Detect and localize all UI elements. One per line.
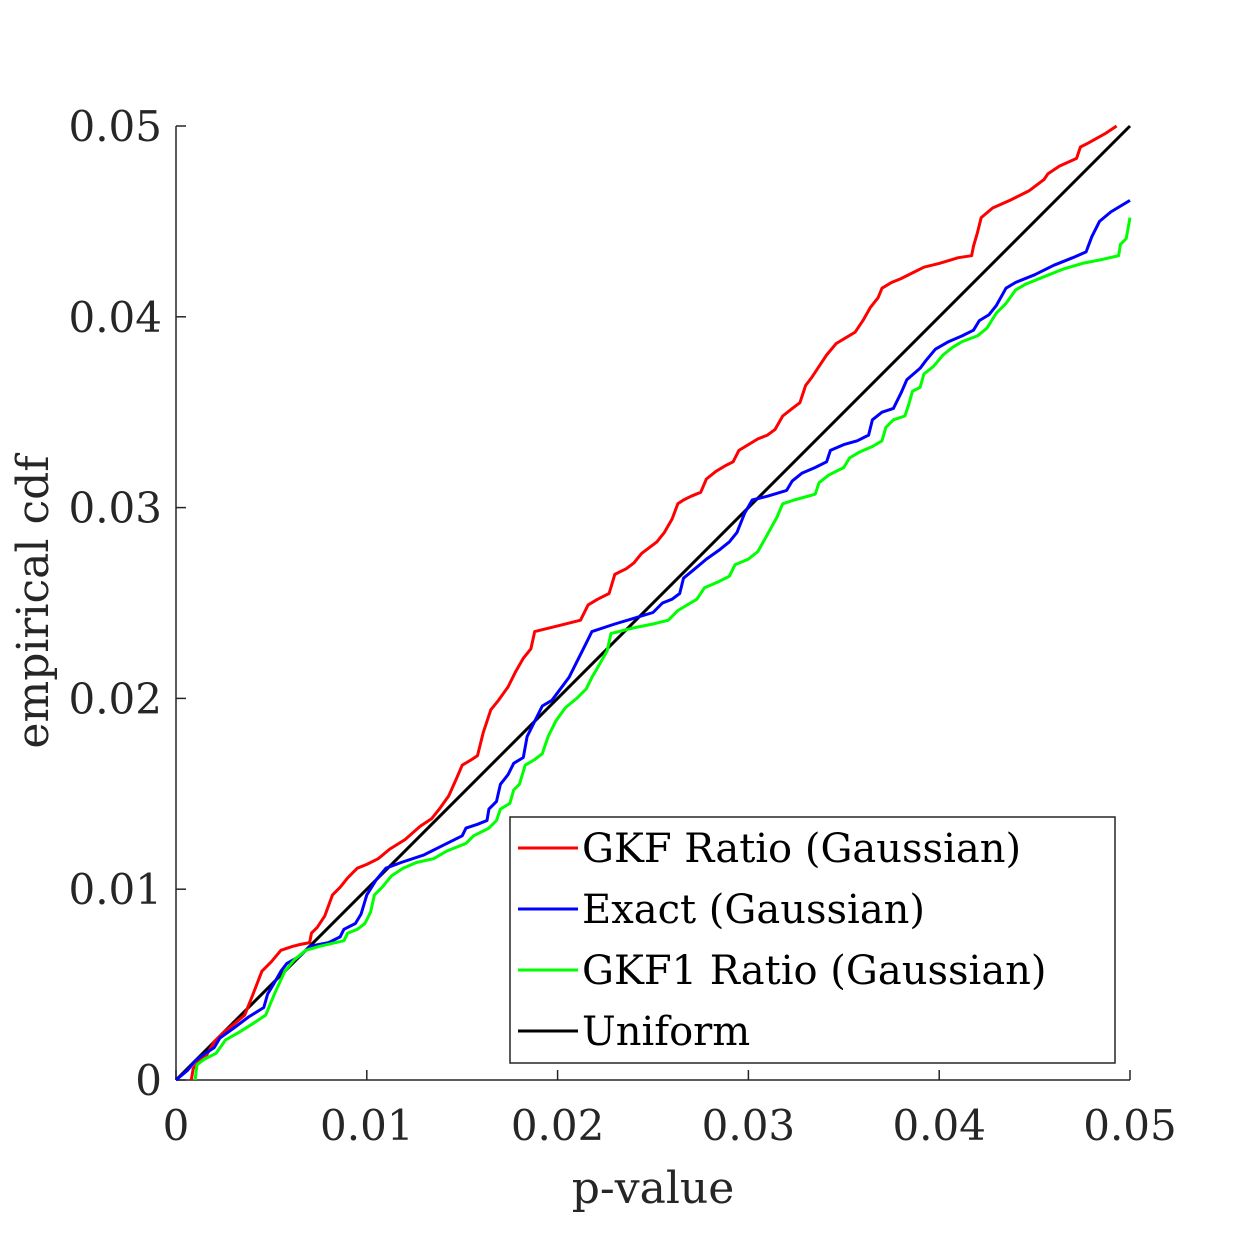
y-tick-label: 0.05 [68, 102, 162, 151]
y-tick-label: 0 [135, 1056, 162, 1105]
y-axis-title: empirical cdf [8, 453, 59, 749]
y-tick-label: 0.01 [68, 865, 162, 914]
legend-entry-gkf1-ratio: GKF1 Ratio (Gaussian) [518, 948, 1047, 994]
legend-label: Uniform [582, 1009, 750, 1055]
series-uniform-line [174, 124, 1132, 1082]
legend-box [509, 816, 1116, 1064]
x-tick-label: 0.01 [320, 1101, 414, 1150]
axes: 0 0.01 0.02 0.03 0.04 0.05 0 0.01 0.02 0.03 0.04 0.… [68, 102, 1176, 1150]
series-exact-line [175, 199, 1131, 1082]
legend-entry-gkf-ratio: GKF Ratio (Gaussian) [518, 826, 1021, 872]
x-tick-label: 0.03 [702, 1101, 796, 1150]
legend-label: GKF Ratio (Gaussian) [582, 826, 1021, 872]
series-gkf1-ratio-line [193, 217, 1132, 1081]
x-axis-title: p-value [572, 1163, 735, 1214]
x-tick-label: 0 [163, 1101, 190, 1150]
x-tick-label: 0.02 [511, 1101, 605, 1150]
x-tick-label: 0.05 [1083, 1101, 1177, 1150]
x-tick-label: 0.04 [892, 1101, 986, 1150]
legend: GKF Ratio (Gaussian) Exact (Gaussian) GKF1… [509, 816, 1116, 1064]
series-gkf-ratio-line [189, 124, 1118, 1081]
plot-series [174, 124, 1132, 1082]
y-tick-label: 0.04 [68, 293, 162, 342]
legend-label: Exact (Gaussian) [582, 887, 925, 933]
y-tick-label: 0.03 [68, 484, 162, 533]
legend-entry-uniform: Uniform [518, 1009, 750, 1055]
y-tick-label: 0.02 [68, 674, 162, 723]
legend-label: GKF1 Ratio (Gaussian) [582, 948, 1047, 994]
legend-entry-exact: Exact (Gaussian) [518, 887, 925, 933]
